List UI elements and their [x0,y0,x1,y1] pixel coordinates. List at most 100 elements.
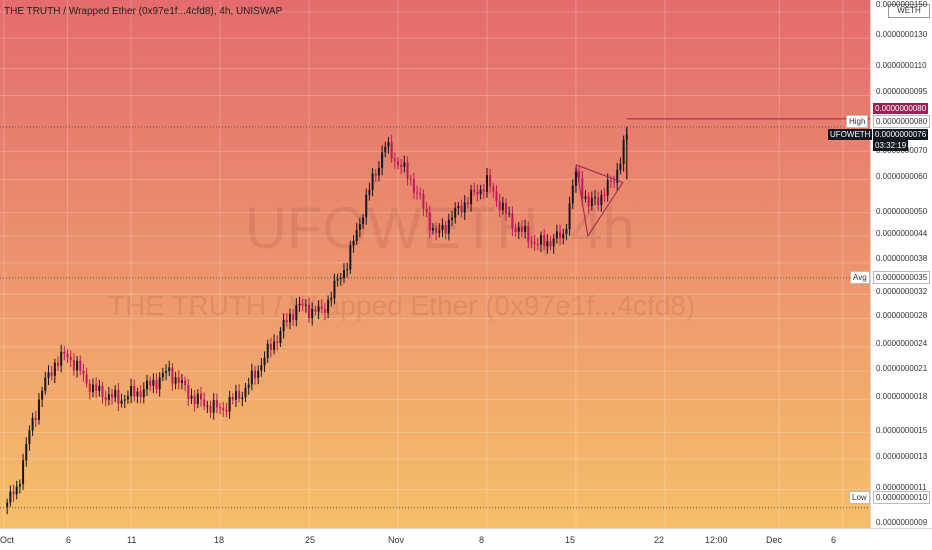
candle-body [114,389,117,398]
candle-body [311,308,314,319]
candle-body [57,362,60,366]
candle-body [206,405,209,407]
candle-body [288,313,291,323]
candle-body [435,227,438,233]
candle-body [333,280,336,299]
symbol-title: THE TRUTH / Wrapped Ether (0x97e1f...4cf… [4,6,283,17]
candle-body [384,146,387,153]
candle-body [130,385,133,397]
candle-body [308,304,311,319]
plot-area[interactable]: UFOWETH, 4h THE TRUTH / Wrapped Ether (0… [0,0,870,528]
candle-body [428,212,431,231]
candle-body [549,241,552,247]
price-label-6: 0.0000000050 [876,207,928,216]
candle-body [498,201,501,210]
candle-body [82,370,85,375]
candle-body [419,193,422,195]
candle-body [212,400,215,413]
candle-body [476,191,479,195]
candle-body [225,410,228,412]
price-label-7: 0.0000000044 [876,229,928,238]
unit-box[interactable]: WETH [888,4,930,18]
price-label-12: 0.0000000021 [876,364,928,373]
candle-body [18,484,21,487]
candle-body [387,142,390,147]
candle-body [587,196,590,207]
candle-body [336,278,339,281]
candle-body [371,173,374,190]
candle-body [349,245,352,270]
time-label-5: Nov [388,535,405,545]
candle-body [22,460,25,485]
candle-body [276,341,279,343]
price-label-10: 0.0000000028 [876,311,928,320]
candle-body [152,379,155,386]
candle-body [330,298,333,300]
candle-body [622,139,625,165]
candle-body [41,390,44,400]
candle-body [562,233,565,239]
candle-body [266,343,269,358]
candle-body [250,370,253,385]
candle-body [241,397,244,399]
price-label-5: 0.0000000060 [876,172,928,181]
candle-body [552,238,555,247]
candle-body [165,371,168,373]
candle-body [76,360,79,371]
time-label-1: 6 [66,535,72,545]
time-label-9: 12:00 [705,535,728,545]
candle-body [98,385,101,391]
candle-body [273,341,276,351]
candle-body [559,231,562,239]
candle-body [107,394,110,400]
candle-body [304,304,307,306]
price-chart-svg [0,118,870,515]
candle-body [25,444,28,461]
time-label-3: 18 [214,535,225,545]
candle-body [187,385,190,399]
candle-body [203,399,206,406]
candle-body [454,208,457,218]
candle-body [495,191,498,202]
candle-body [501,202,504,210]
candle-body [365,194,368,218]
price-label-8: 0.0000000038 [876,254,928,263]
candle-body [438,230,441,233]
candle-body [257,370,260,378]
candle-body [539,235,542,245]
candle-body [406,162,409,179]
candle-body [514,228,517,232]
candle-body [184,380,187,386]
candle-body [120,400,123,404]
price-label-3: 0.0000000095 [876,87,928,96]
candle-body [292,313,295,320]
candle-body [200,393,202,400]
candle-body [527,226,530,242]
candle-body [314,308,317,312]
candle-body [301,303,304,306]
candle-body [6,502,9,507]
candle-body [247,384,250,388]
candle-body [600,194,603,206]
candle-body [28,430,31,445]
candle-body [101,385,104,398]
candle-body [219,407,222,409]
time-label-8: 22 [654,535,665,545]
candle-body [393,159,396,162]
candle-body [463,202,466,213]
candle-body [578,171,581,179]
candle-body [619,164,622,170]
candle-body [117,389,120,404]
candle-body [190,395,193,399]
candle-body [444,225,447,234]
candle-body [126,396,129,400]
candle-body [400,164,403,168]
candle-body [69,357,72,361]
candle-body [145,380,148,390]
time-label-11: 6 [831,535,837,545]
candle-body [597,197,600,206]
price-axis[interactable] [870,0,932,528]
time-axis[interactable]: Oct 6 11 18 25 Nov 8 15 22 12:00 Dec 6 [0,528,932,550]
candle-body [425,208,428,213]
